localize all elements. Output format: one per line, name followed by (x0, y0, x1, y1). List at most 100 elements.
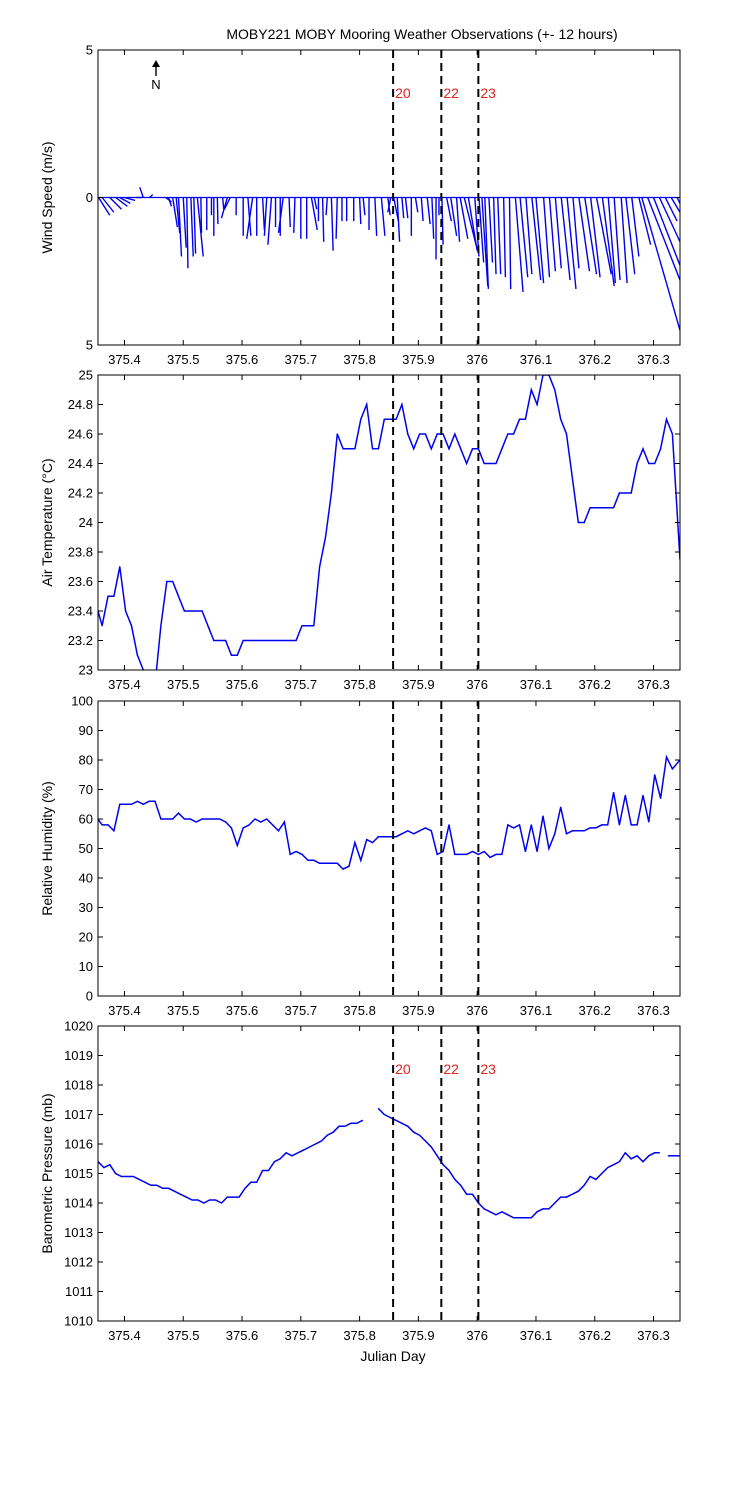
wind-stick (652, 197, 680, 266)
data-point (665, 418, 668, 420)
data-point (466, 462, 468, 465)
wind-stick (441, 197, 444, 245)
data-point (272, 824, 274, 826)
data-point (560, 1196, 562, 1198)
data-point (162, 1187, 164, 1189)
data-point (189, 818, 191, 820)
data-point (167, 1187, 170, 1189)
data-point (101, 625, 103, 627)
data-point (489, 462, 491, 465)
data-point (130, 625, 133, 627)
wind-stick (607, 197, 617, 284)
y-tick-label: 1017 (64, 1107, 93, 1122)
y-tick-label: 60 (79, 812, 93, 827)
event-marker-label: 20 (395, 85, 411, 101)
data-point (389, 1116, 391, 1119)
x-tick-label: 375.8 (343, 1003, 376, 1018)
data-point (418, 830, 421, 832)
data-point (471, 448, 474, 450)
series-line (98, 375, 680, 670)
data-point (295, 639, 297, 642)
x-tick-label: 375.8 (343, 1328, 376, 1343)
data-point (242, 827, 244, 829)
data-point (554, 833, 556, 835)
data-point (560, 806, 562, 808)
wind-stick (497, 197, 502, 275)
x-tick-label: 375.5 (167, 1003, 200, 1018)
data-point (642, 1161, 644, 1163)
data-point (424, 433, 427, 435)
data-point (565, 433, 568, 435)
data-point (150, 1184, 152, 1186)
data-point (342, 868, 344, 870)
data-point (107, 595, 109, 597)
data-point (518, 418, 521, 420)
x-tick-label: 375.4 (108, 1328, 141, 1343)
data-point (612, 507, 615, 509)
data-point (126, 1175, 128, 1178)
data-point (132, 1175, 134, 1178)
data-point (266, 639, 268, 642)
data-point (119, 803, 121, 805)
data-point (436, 433, 438, 435)
data-point (185, 1196, 187, 1198)
data-point (324, 536, 327, 538)
data-point (350, 1122, 352, 1124)
wind-stick (321, 197, 325, 242)
data-point (442, 1164, 444, 1166)
wind-stick (450, 197, 458, 236)
wind-stick (554, 197, 562, 269)
data-point (232, 1196, 234, 1198)
wind-stick (502, 197, 507, 278)
data-point (125, 803, 127, 805)
x-tick-label: 376.2 (578, 1003, 611, 1018)
x-tick-label: 376.1 (520, 1328, 553, 1343)
data-point (560, 418, 562, 420)
data-point (344, 1125, 346, 1127)
panel-3: 375.4 375.5 375.6 375.7 375.8 375.9 376 376.1 37… (39, 694, 681, 1018)
data-point (201, 610, 203, 612)
data-point (395, 836, 397, 838)
data-point (307, 625, 309, 627)
y-tick-label: 5 (86, 43, 93, 58)
wind-stick (488, 197, 494, 263)
data-point (224, 639, 227, 642)
wind-stick (196, 197, 204, 257)
data-point (565, 1196, 568, 1198)
wind-stick (139, 186, 144, 198)
x-tick-label: 375.5 (167, 352, 200, 367)
wind-stick (492, 197, 497, 275)
data-point (319, 566, 321, 568)
y-axis-label: Relative Humidity (%) (39, 781, 55, 916)
y-tick-label: 30 (79, 900, 93, 915)
wind-stick (221, 197, 225, 210)
data-point (436, 853, 438, 856)
panel-4: 20 22 23 375.4 375.5 375.6 375.7 375.8 375.9 376 3… (39, 1019, 681, 1343)
data-point (513, 1217, 515, 1219)
y-tick-label: 25 (79, 368, 93, 383)
x-tick-label: 375.9 (402, 1003, 435, 1018)
y-tick-label: 100 (71, 694, 93, 709)
data-point (383, 418, 385, 420)
data-point (548, 847, 550, 850)
data-point (371, 842, 374, 844)
x-tick-label: 375.5 (167, 1328, 200, 1343)
x-tick-label: 376 (466, 1003, 488, 1018)
wind-stick (246, 197, 254, 239)
data-point (671, 433, 673, 435)
data-point (260, 639, 262, 642)
wind-stick (124, 196, 136, 202)
x-tick-label: 375.4 (108, 352, 141, 367)
data-point (401, 403, 403, 406)
data-point (183, 610, 186, 612)
data-point (489, 856, 491, 858)
data-point (565, 833, 568, 835)
data-point (301, 625, 303, 627)
data-point (324, 862, 327, 864)
data-point (430, 1146, 432, 1148)
x-tick-label: 375.8 (343, 352, 376, 367)
y-tick-label: 0 (86, 989, 93, 1004)
data-point (156, 1184, 158, 1186)
y-tick-label: 90 (79, 723, 93, 738)
